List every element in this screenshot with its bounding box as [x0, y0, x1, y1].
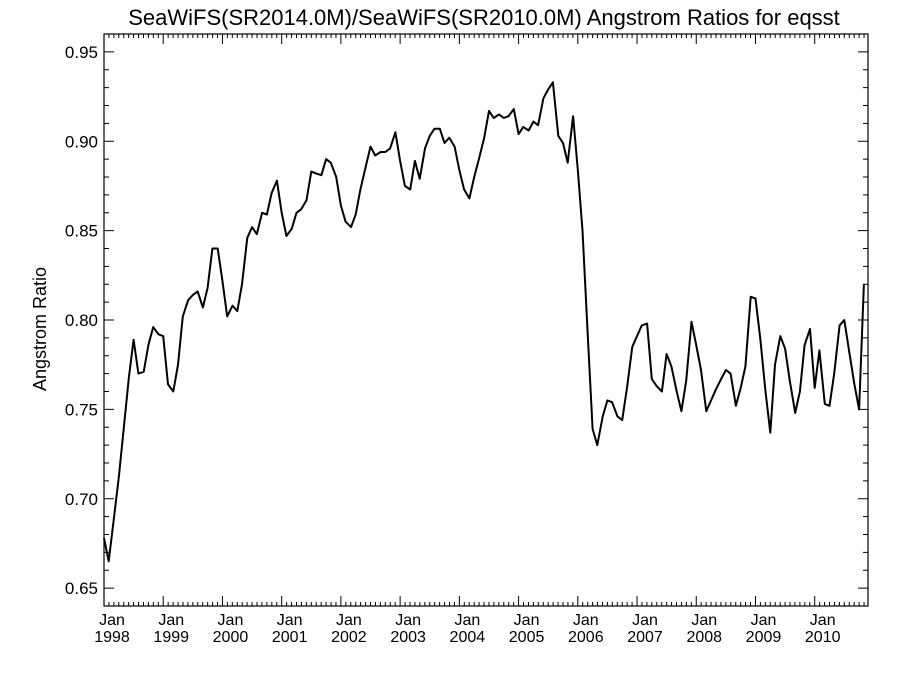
y-tick-label: 0.85 — [65, 222, 98, 241]
x-tick-month-label: Jan — [336, 612, 362, 629]
x-tick-year-label: 1999 — [153, 629, 189, 646]
x-tick-year-label: 2010 — [805, 629, 841, 646]
x-tick-month-label: Jan — [395, 612, 421, 629]
x-tick-month-label: Jan — [691, 612, 717, 629]
x-tick-year-label: 2001 — [272, 629, 308, 646]
x-tick-month-label: Jan — [573, 612, 599, 629]
x-tick-year-label: 2009 — [746, 629, 782, 646]
x-tick-year-label: 2005 — [509, 629, 545, 646]
x-tick-year-label: 2000 — [213, 629, 249, 646]
series-layer — [103, 81, 865, 563]
y-tick-label: 0.80 — [65, 311, 98, 330]
y-tick-label: 0.95 — [65, 43, 98, 62]
x-tick-year-label: 2003 — [390, 629, 426, 646]
y-tick-label: 0.75 — [65, 400, 98, 419]
x-tick-month-label: Jan — [99, 612, 125, 629]
y-axis-label: Angstrom Ratio — [30, 267, 50, 391]
x-tick-year-label: 2007 — [627, 629, 663, 646]
plot-frame — [103, 33, 869, 607]
series-line — [103, 81, 865, 563]
x-tick-month-label: Jan — [454, 612, 480, 629]
x-tick-month-label: Jan — [751, 612, 777, 629]
x-tick-year-label: 2002 — [331, 629, 367, 646]
x-tick-month-label: Jan — [632, 612, 658, 629]
x-tick-month-label: Jan — [514, 612, 540, 629]
x-tick-month-label: Jan — [810, 612, 836, 629]
chart-title: SeaWiFS(SR2014.0M)/SeaWiFS(SR2010.0M) An… — [128, 5, 840, 30]
x-tick-month-label: Jan — [277, 612, 303, 629]
y-tick-label: 0.65 — [65, 579, 98, 598]
x-tick-year-label: 1998 — [94, 629, 130, 646]
x-tick-year-label: 2004 — [450, 629, 486, 646]
y-tick-label: 0.70 — [65, 490, 98, 509]
y-tick-label: 0.90 — [65, 132, 98, 151]
x-tick-month-label: Jan — [218, 612, 244, 629]
x-tick-year-label: 2008 — [686, 629, 722, 646]
x-tick-year-label: 2006 — [568, 629, 604, 646]
x-tick-month-label: Jan — [158, 612, 184, 629]
axis-ticks: 0.650.700.750.800.850.900.95Jan1998Jan19… — [65, 33, 868, 646]
